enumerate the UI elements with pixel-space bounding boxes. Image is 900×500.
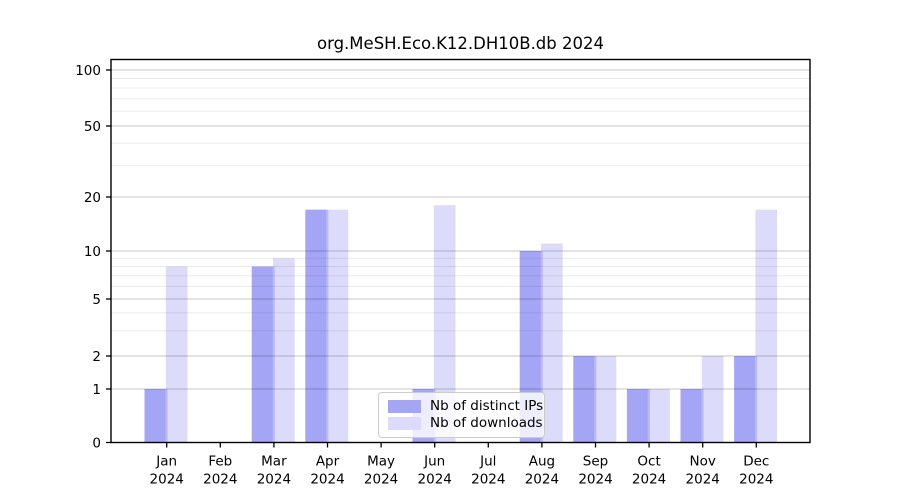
bar-overlap-oct <box>647 389 650 443</box>
x-tick-label-feb-year: 2024 <box>203 472 237 488</box>
bar-distinct-ips-dec <box>734 356 756 443</box>
legend-swatch-downloads <box>388 417 421 431</box>
legend-item-distinct-ips: Nb of distinct IPs <box>388 399 543 414</box>
x-tick-label-jun-year: 2024 <box>418 472 452 488</box>
bar-overlap-mar <box>272 266 275 443</box>
x-tick-label-jul: Jul <box>479 454 496 470</box>
x-tick-label-jul-year: 2024 <box>471 472 505 488</box>
bar-distinct-ips-jan <box>144 389 167 443</box>
x-tick-label-mar-year: 2024 <box>257 472 291 488</box>
x-tick-label-apr: Apr <box>316 454 340 470</box>
x-tick-label-mar: Mar <box>261 454 287 470</box>
bar-distinct-ips-mar <box>251 266 274 443</box>
y-tick-label-0: 0 <box>92 435 101 451</box>
x-tick-label-oct-year: 2024 <box>632 472 666 488</box>
x-tick-label-sep-year: 2024 <box>578 472 612 488</box>
bar-downloads-sep <box>594 356 617 443</box>
y-tick-label-5: 5 <box>92 292 101 308</box>
legend-label-distinct-ips: Nb of distinct IPs <box>430 397 544 414</box>
x-tick-label-aug-year: 2024 <box>525 472 559 488</box>
x-tick-label-nov: Nov <box>690 454 716 470</box>
bar-overlap-aug <box>540 251 543 443</box>
bar-overlap-apr <box>326 209 329 443</box>
x-tick-label-apr-year: 2024 <box>310 472 344 488</box>
bar-downloads-apr <box>326 209 349 443</box>
bar-overlap-jan <box>165 389 168 443</box>
y-tick-label-50: 50 <box>84 119 101 135</box>
bar-downloads-jun <box>433 205 456 443</box>
x-tick-label-sep: Sep <box>583 454 608 470</box>
bar-distinct-ips-nov <box>680 389 703 443</box>
legend-swatch-distinct-ips <box>388 399 421 413</box>
x-tick-label-may: May <box>367 454 395 470</box>
x-tick-label-feb: Feb <box>208 454 232 470</box>
y-tick-label-100: 100 <box>75 63 101 79</box>
x-tick-label-oct: Oct <box>637 454 660 470</box>
y-tick-label-10: 10 <box>84 244 101 260</box>
bar-downloads-aug <box>541 243 563 443</box>
legend-item-downloads: Nb of downloads <box>388 416 543 431</box>
bar-downloads-mar <box>273 258 295 443</box>
y-tick-label-2: 2 <box>92 349 101 365</box>
bar-overlap-dec <box>755 356 758 443</box>
bar-overlap-nov <box>701 389 704 443</box>
x-tick-label-jan-year: 2024 <box>150 472 184 488</box>
bar-distinct-ips-sep <box>573 356 595 443</box>
legend-label-downloads: Nb of downloads <box>430 415 543 431</box>
plot-frame <box>110 58 811 444</box>
bar-distinct-ips-oct <box>626 389 649 443</box>
x-tick-label-jan: Jan <box>155 454 177 470</box>
y-tick-label-1: 1 <box>92 382 101 398</box>
bar-downloads-dec <box>755 209 778 443</box>
bar-distinct-ips-apr <box>305 209 327 443</box>
legend: Nb of distinct IPs Nb of downloads <box>378 392 545 438</box>
x-tick-label-jun: Jun <box>423 454 445 470</box>
x-tick-label-may-year: 2024 <box>364 472 398 488</box>
bar-downloads-oct <box>648 389 670 443</box>
chart-title: org.MeSH.Eco.K12.DH10B.db 2024 <box>317 34 604 53</box>
bar-overlap-sep <box>594 356 597 443</box>
x-tick-label-aug: Aug <box>529 454 555 470</box>
x-tick-label-dec: Dec <box>743 454 769 470</box>
bar-downloads-nov <box>701 356 724 443</box>
y-tick-label-20: 20 <box>84 190 101 206</box>
bar-downloads-jan <box>165 266 188 443</box>
x-tick-label-dec-year: 2024 <box>739 472 773 488</box>
x-tick-label-nov-year: 2024 <box>686 472 720 488</box>
